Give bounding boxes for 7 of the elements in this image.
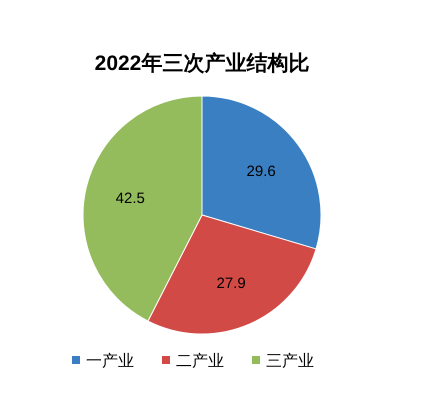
data-label: 27.9 <box>216 274 246 292</box>
legend-label: 三产业 <box>266 352 314 370</box>
data-label: 42.5 <box>116 190 145 207</box>
data-label: 29.6 <box>246 162 276 180</box>
legend-label: 二产业 <box>176 352 224 370</box>
legend-label: 一产业 <box>86 352 134 370</box>
chart-title: 2022年三次产业结构比 <box>94 51 310 75</box>
